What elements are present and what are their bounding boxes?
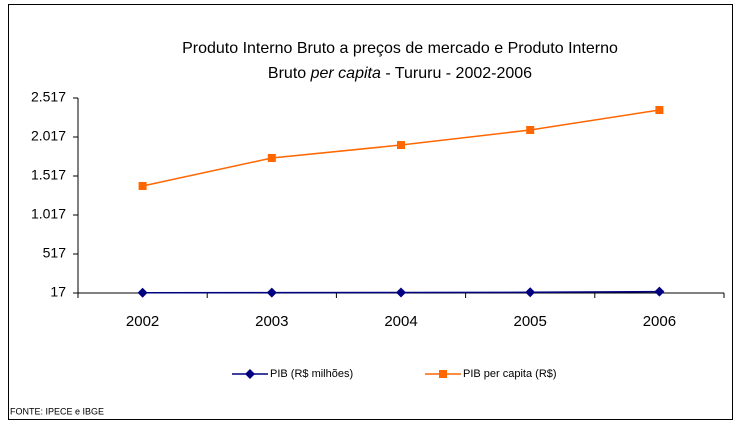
data-point [267,153,276,162]
x-tick-label: 2005 [514,313,547,330]
title-part: - Tururu - 2002-2006 [381,65,532,82]
data-point [266,287,277,298]
data-point [137,287,148,298]
source-note: FONTE: IPECE e IBGE [10,406,104,416]
title-part: per capita [310,65,381,82]
x-tick-label: 2006 [643,313,676,330]
data-point [655,106,664,115]
x-tick-label: 2004 [384,313,417,330]
chart-border [8,4,733,420]
data-point [654,286,665,297]
title-part: Produto Interno Bruto a preços de mercad… [182,40,618,57]
legend-label: PIB (R$ milhões) [270,368,353,380]
y-tick-label: 2.017 [31,128,66,144]
legend-marker [439,370,447,378]
y-tick-label: 1.017 [31,206,66,222]
legend-marker [245,369,255,379]
data-point [526,125,535,134]
legend-label: PIB per capita (R$) [463,368,557,380]
data-point [396,287,406,298]
x-tick-label: 2003 [255,313,288,330]
chart-title: Bruto per capita - Tururu - 2002-2006 [268,65,532,82]
chart-title: Produto Interno Bruto a preços de mercad… [182,40,618,57]
data-point [525,287,536,298]
y-tick-label: 17 [50,284,66,300]
x-tick-label: 2002 [126,313,159,330]
y-tick-label: 1.517 [31,167,66,183]
data-point [397,141,405,150]
y-tick-label: 517 [43,245,67,261]
y-tick-label: 2.517 [31,89,66,105]
title-part: Bruto [268,65,311,82]
data-point [138,181,147,190]
